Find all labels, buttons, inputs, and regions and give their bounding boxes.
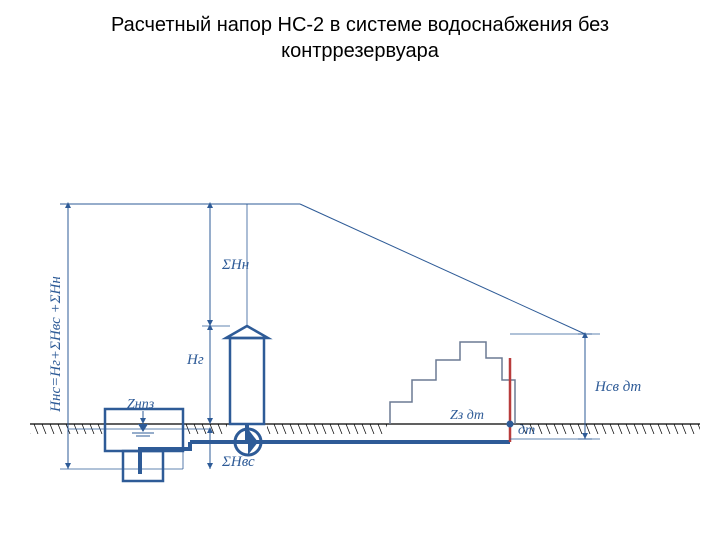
title-line1: Расчетный напор НС-2 в системе водоснабж… [111,14,609,36]
dim-hsvdt: Hсв дт [578,334,641,439]
label-shvc: ΣHвс [221,454,255,470]
dim-hg: Hг [186,326,210,424]
label-znpz: Zнпз [127,397,155,412]
water-tower [226,326,268,442]
dim-znpz: Zнпз [127,397,155,424]
hgl [68,204,585,334]
title-line2: контррезервуара [281,40,439,62]
diagram-svg: Hнс=Hг+ΣHвс +ΣHн ΣHн Hг Zнпз ΣHвс Zз дт … [0,64,720,544]
dim-shn: ΣHн [202,204,249,326]
label-hsvdt: Hсв дт [594,379,641,395]
label-hnc: Hнс=Hг+ΣHвс +ΣHн [48,276,64,413]
label-zzdt: Zз дт [450,408,484,423]
dt-node [507,421,514,428]
label-dt: дт [518,423,535,438]
label-shn: ΣHн [221,257,249,273]
label-hg: Hг [186,352,204,368]
reservoir [105,409,183,481]
